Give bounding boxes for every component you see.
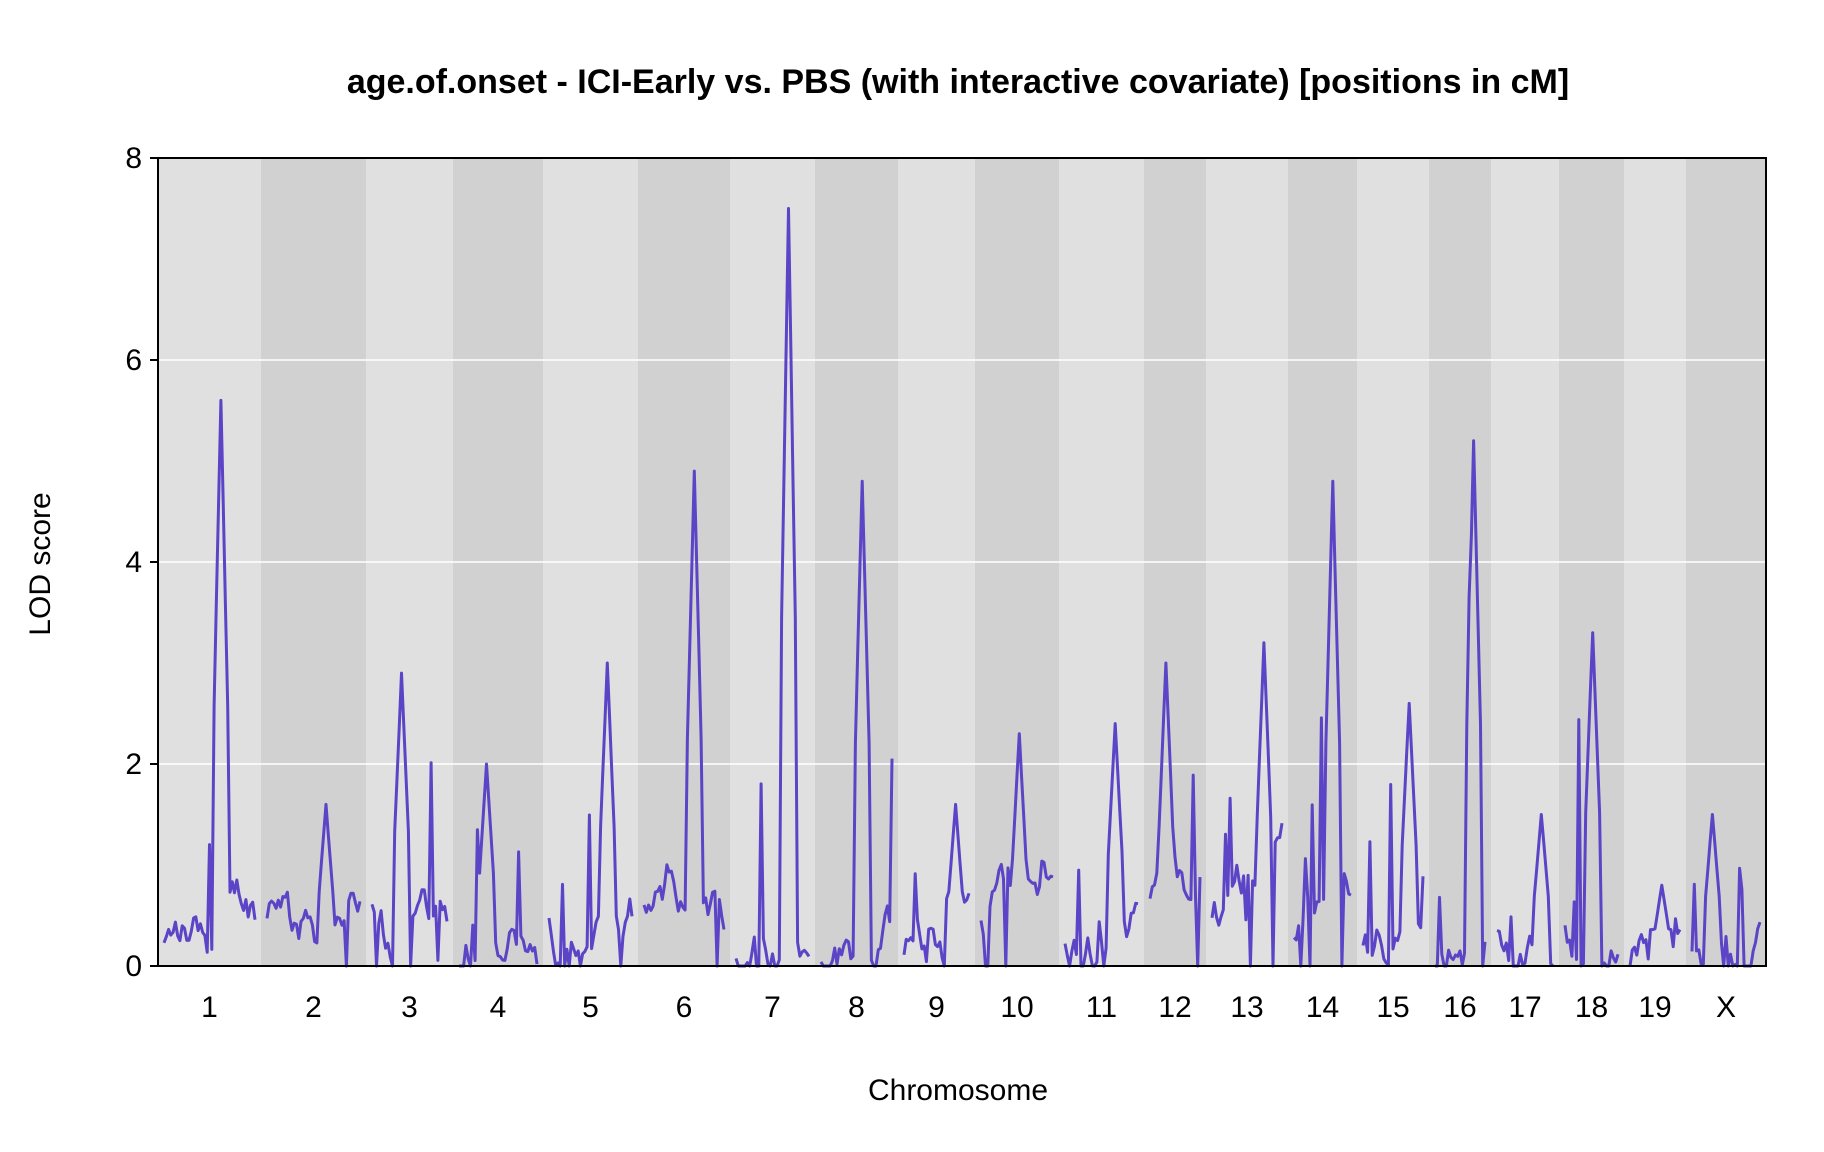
y-tick-label-4: 4 (125, 546, 142, 579)
lod-line-chr-1 (162, 398, 257, 954)
lod-line-chr-6 (642, 469, 726, 968)
x-tick-label-11: 11 (1086, 991, 1117, 1024)
x-tick-label-13: 13 (1230, 991, 1263, 1024)
lod-line-chr-4 (459, 762, 539, 968)
x-tick-label-2: 2 (305, 991, 322, 1024)
x-tick-label-8: 8 (848, 991, 865, 1024)
y-tick-label-0: 0 (125, 950, 142, 983)
x-tick-label-17: 17 (1508, 991, 1541, 1024)
lod-line-chr-18 (1563, 631, 1620, 968)
y-tick-label-2: 2 (125, 748, 142, 781)
x-tick-label-15: 15 (1376, 991, 1409, 1024)
x-tick-label-5: 5 (582, 991, 599, 1024)
x-axis-ticks: 1 2 3 4 5 6 7 8 9 10 11 12 13 14 15 16 17 18 19 X (201, 991, 1736, 1024)
lod-line-chr-7 (734, 207, 811, 968)
lod-line-chr-8 (819, 479, 894, 968)
lod-line-chr-12 (1148, 661, 1202, 968)
x-tick-label-12: 12 (1158, 991, 1191, 1024)
x-tick-label-1: 1 (201, 991, 218, 1024)
lod-line-chr-13 (1210, 641, 1284, 968)
x-tick-label-6: 6 (676, 991, 693, 1024)
x-tick-label-9: 9 (928, 991, 945, 1024)
lod-line-chr-9 (902, 802, 971, 968)
x-tick-label-19: 19 (1638, 991, 1671, 1024)
lod-line-chr-2 (265, 802, 362, 968)
y-axis-label: LOD score (24, 492, 57, 635)
lod-line-chr-15 (1361, 701, 1425, 967)
y-tick-label-8: 8 (125, 142, 142, 175)
lod-line-chr-19 (1628, 883, 1682, 967)
x-tick-label-16: 16 (1443, 991, 1476, 1024)
y-axis-ticks: 0 2 4 6 8 (125, 142, 158, 983)
chart-title: age.of.onset - ICI-Early vs. PBS (with i… (347, 63, 1569, 101)
lod-series (162, 207, 1762, 968)
gridlines (158, 359, 1766, 765)
x-tick-label-X: X (1716, 991, 1736, 1024)
x-tick-label-18: 18 (1575, 991, 1608, 1024)
y-tick-label-6: 6 (125, 344, 142, 377)
x-tick-label-3: 3 (401, 991, 418, 1024)
x-tick-label-7: 7 (764, 991, 781, 1024)
lod-line-chr-14 (1292, 479, 1352, 968)
x-axis-label: Chromosome (868, 1074, 1048, 1107)
lod-line-chr-11 (1063, 722, 1139, 968)
x-tick-label-4: 4 (490, 991, 507, 1024)
lod-line-chr-3 (370, 671, 449, 968)
lod-line-chr-17 (1496, 813, 1555, 968)
x-tick-label-14: 14 (1306, 991, 1339, 1024)
x-tick-label-10: 10 (1000, 991, 1033, 1024)
lod-line-chr-5 (547, 661, 634, 968)
lod-line-chr-16 (1435, 439, 1487, 968)
lod-line-chr-10 (979, 732, 1054, 968)
